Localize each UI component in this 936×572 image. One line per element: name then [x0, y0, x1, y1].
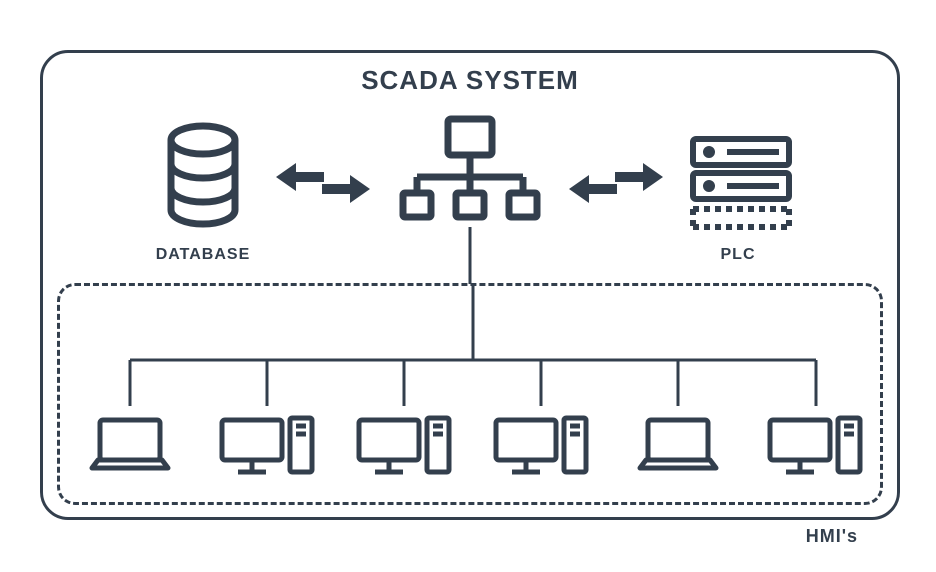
- hmi-label: HMI's: [806, 526, 858, 547]
- bidirectional-arrow-right-icon: [561, 153, 671, 218]
- desktop-tower-icon: [766, 414, 866, 489]
- scada-server-icon: [395, 113, 545, 238]
- hmi-section: HMI's: [57, 283, 883, 505]
- plc-label: PLC: [688, 246, 788, 264]
- diagram-frame: SCADA SYSTEM DATABASE: [40, 50, 900, 520]
- desktop-tower-icon: [218, 414, 318, 489]
- desktop-tower-icon: [492, 414, 592, 489]
- database-icon: [163, 118, 243, 243]
- connector-line-icon: [468, 227, 472, 284]
- bidirectional-arrow-left-icon: [268, 153, 378, 218]
- bus-line-icon: [60, 286, 886, 508]
- diagram-title: SCADA SYSTEM: [43, 65, 897, 96]
- plc-icon: [683, 131, 803, 246]
- desktop-tower-icon: [355, 414, 455, 489]
- laptop-icon: [88, 414, 172, 489]
- laptop-icon: [636, 414, 720, 489]
- database-label: DATABASE: [143, 246, 263, 264]
